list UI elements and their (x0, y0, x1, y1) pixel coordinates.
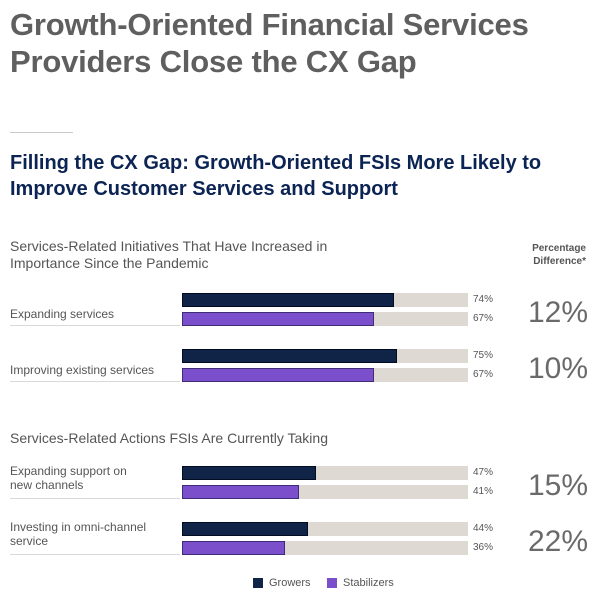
value-label-growers: 74% (473, 294, 494, 305)
chart-group-improving-existing-services: Improving existing services 75% 67% 10% (0, 347, 600, 391)
section-2-title: Services-Related Actions FSIs Are Curren… (10, 430, 328, 446)
percentage-difference-header: Percentage Difference* (532, 243, 586, 267)
bar-growers (182, 293, 394, 307)
category-rule (10, 381, 180, 382)
value-label-stabilizers: 67% (473, 369, 494, 380)
bar-track (182, 541, 468, 555)
legend-item-stabilizers: Stabilizers (327, 576, 394, 590)
category-rule (10, 554, 180, 555)
category-label: Expanding services (10, 307, 115, 321)
section-1-title: Services-Related Initiatives That Have I… (10, 238, 328, 271)
legend-swatch-growers (253, 578, 263, 588)
bar-track (182, 522, 468, 536)
bar-stabilizers (182, 368, 374, 382)
chart-group-investing-omni-channel: Investing in omni-channel service 44% 36… (0, 520, 600, 564)
percentage-difference-value: 12% (527, 296, 588, 329)
bar-track (182, 312, 468, 326)
legend-label-stabilizers: Stabilizers (343, 577, 394, 589)
category-rule (10, 325, 180, 326)
title-divider (10, 132, 73, 133)
page-title: Growth-Oriented Financial Services Provi… (10, 7, 529, 79)
bar-growers (182, 522, 308, 536)
legend-item-growers: Growers (253, 576, 311, 590)
percentage-difference-value: 10% (527, 352, 588, 385)
bar-growers (182, 349, 397, 363)
bar-track (182, 485, 468, 499)
category-label: Improving existing services (10, 363, 155, 377)
value-label-growers: 75% (473, 350, 494, 361)
value-label-stabilizers: 67% (473, 313, 494, 324)
chart-subtitle: Filling the CX Gap: Growth-Oriented FSIs… (10, 152, 542, 200)
percentage-difference-value: 22% (527, 525, 588, 558)
category-label: Expanding support on new channels (10, 464, 127, 492)
chart-group-expanding-support: Expanding support on new channels 47% 41… (0, 464, 600, 508)
legend-swatch-stabilizers (327, 578, 337, 588)
value-label-stabilizers: 36% (473, 542, 494, 553)
chart-group-expanding-services: Expanding services 74% 67% 12% (0, 291, 600, 335)
bar-track (182, 349, 468, 363)
legend-label-growers: Growers (269, 577, 311, 589)
bar-stabilizers (182, 485, 300, 499)
category-rule (10, 498, 180, 499)
bar-growers (182, 466, 317, 480)
bar-track (182, 293, 468, 307)
bar-track (182, 368, 468, 382)
value-label-stabilizers: 41% (473, 486, 494, 497)
value-label-growers: 44% (473, 523, 494, 534)
bar-track (182, 466, 468, 480)
percentage-difference-value: 15% (527, 469, 588, 502)
chart-legend: Growers Stabilizers (0, 576, 600, 590)
category-label: Investing in omni-channel service (10, 520, 147, 548)
bar-stabilizers (182, 541, 285, 555)
bar-stabilizers (182, 312, 374, 326)
value-label-growers: 47% (473, 467, 494, 478)
